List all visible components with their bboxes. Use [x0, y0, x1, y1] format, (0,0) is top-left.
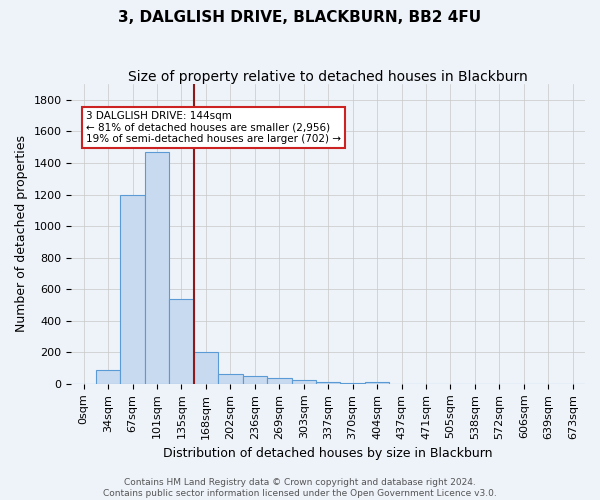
Bar [169, 298, 194, 384]
Bar [218, 374, 242, 384]
Bar [340, 383, 365, 384]
Bar [292, 380, 316, 384]
Text: 3, DALGLISH DRIVE, BLACKBURN, BB2 4FU: 3, DALGLISH DRIVE, BLACKBURN, BB2 4FU [118, 10, 482, 25]
Bar [316, 382, 340, 384]
Bar [242, 376, 267, 384]
Text: 3 DALGLISH DRIVE: 144sqm
← 81% of detached houses are smaller (2,956)
19% of sem: 3 DALGLISH DRIVE: 144sqm ← 81% of detach… [86, 111, 341, 144]
Y-axis label: Number of detached properties: Number of detached properties [15, 136, 28, 332]
Bar [145, 152, 169, 384]
Bar [267, 378, 292, 384]
Bar [365, 382, 389, 384]
Title: Size of property relative to detached houses in Blackburn: Size of property relative to detached ho… [128, 70, 528, 84]
Bar [96, 370, 121, 384]
Bar [121, 194, 145, 384]
Bar [194, 352, 218, 384]
X-axis label: Distribution of detached houses by size in Blackburn: Distribution of detached houses by size … [163, 447, 493, 460]
Text: Contains HM Land Registry data © Crown copyright and database right 2024.
Contai: Contains HM Land Registry data © Crown c… [103, 478, 497, 498]
